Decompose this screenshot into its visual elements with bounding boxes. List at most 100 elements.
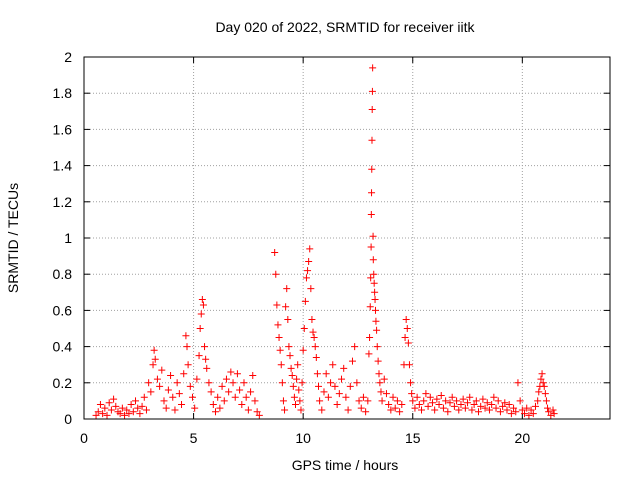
data-point xyxy=(541,390,549,398)
data-point xyxy=(307,285,315,293)
data-point xyxy=(306,245,314,253)
data-point xyxy=(311,343,319,351)
data-point xyxy=(535,388,543,396)
data-point xyxy=(242,393,250,401)
data-point xyxy=(479,395,487,403)
data-point xyxy=(362,408,370,416)
data-point xyxy=(322,370,330,378)
data-point xyxy=(359,393,367,401)
data-point xyxy=(490,393,498,401)
data-point xyxy=(201,343,209,351)
data-point xyxy=(273,301,281,309)
data-point xyxy=(331,382,339,390)
data-point xyxy=(422,390,430,398)
data-point xyxy=(296,397,304,405)
data-point xyxy=(453,397,461,405)
data-point xyxy=(255,411,263,419)
data-point xyxy=(247,388,255,396)
data-point xyxy=(527,406,535,414)
data-point xyxy=(525,411,533,419)
data-point xyxy=(364,397,372,405)
data-point xyxy=(171,406,179,414)
data-point xyxy=(182,332,190,340)
data-point xyxy=(236,386,244,394)
data-point xyxy=(318,406,326,414)
data-point xyxy=(401,334,409,342)
data-point xyxy=(312,353,320,361)
data-point xyxy=(99,410,107,418)
data-point xyxy=(545,408,553,416)
data-point xyxy=(542,397,550,405)
x-tick-label: 0 xyxy=(80,430,88,446)
data-point xyxy=(338,375,346,383)
data-point xyxy=(544,404,552,412)
data-point xyxy=(335,390,343,398)
data-point xyxy=(450,402,458,410)
data-point xyxy=(342,393,350,401)
data-point xyxy=(507,410,515,418)
data-point xyxy=(424,402,432,410)
data-point xyxy=(418,406,426,414)
data-point xyxy=(488,401,496,409)
data-point xyxy=(140,393,148,401)
data-point xyxy=(516,397,524,405)
data-point xyxy=(175,390,183,398)
data-point xyxy=(499,402,507,410)
tick-layer: 00.20.40.60.811.21.41.61.820 5 10 15 20 xyxy=(53,49,610,446)
data-point xyxy=(107,406,115,414)
data-point xyxy=(121,411,129,419)
data-point xyxy=(134,404,142,412)
data-point xyxy=(461,404,469,412)
data-point xyxy=(227,368,235,376)
data-point xyxy=(297,406,305,414)
data-point xyxy=(253,408,261,416)
data-point xyxy=(283,285,291,293)
data-point xyxy=(369,64,377,72)
data-point xyxy=(448,393,456,401)
data-point xyxy=(278,379,286,387)
data-point xyxy=(355,397,363,405)
data-point xyxy=(173,379,181,387)
data-point xyxy=(376,379,384,387)
data-point xyxy=(275,334,283,342)
data-point xyxy=(287,364,295,372)
data-point xyxy=(366,303,374,311)
y-tick-label: 0 xyxy=(64,411,72,427)
data-point xyxy=(320,388,328,396)
data-point xyxy=(145,379,153,387)
data-point xyxy=(523,404,531,412)
data-point xyxy=(459,395,467,403)
data-point xyxy=(371,296,379,304)
data-point xyxy=(127,401,135,409)
data-point xyxy=(295,386,303,394)
data-point xyxy=(101,404,109,412)
data-point xyxy=(301,297,309,305)
data-point xyxy=(540,382,548,390)
data-point xyxy=(415,401,423,409)
data-point xyxy=(373,326,381,334)
grid-layer xyxy=(84,57,610,419)
data-point xyxy=(229,379,237,387)
data-point xyxy=(344,406,352,414)
data-point xyxy=(437,391,445,399)
data-point xyxy=(431,406,439,414)
x-tick-label: 10 xyxy=(295,430,311,446)
data-point xyxy=(333,401,341,409)
data-point xyxy=(116,410,124,418)
data-point xyxy=(288,372,296,380)
data-point xyxy=(428,399,436,407)
data-point xyxy=(313,370,321,378)
data-point xyxy=(547,411,555,419)
data-point xyxy=(340,364,348,372)
data-point xyxy=(289,382,297,390)
data-point xyxy=(329,361,337,369)
data-point xyxy=(466,393,474,401)
data-point xyxy=(529,410,537,418)
y-tick-label: 0.4 xyxy=(53,339,73,355)
data-point xyxy=(118,404,126,412)
data-point xyxy=(156,382,164,390)
data-point xyxy=(197,310,205,318)
data-point xyxy=(164,386,172,394)
data-point xyxy=(151,355,159,363)
data-point xyxy=(220,397,228,405)
